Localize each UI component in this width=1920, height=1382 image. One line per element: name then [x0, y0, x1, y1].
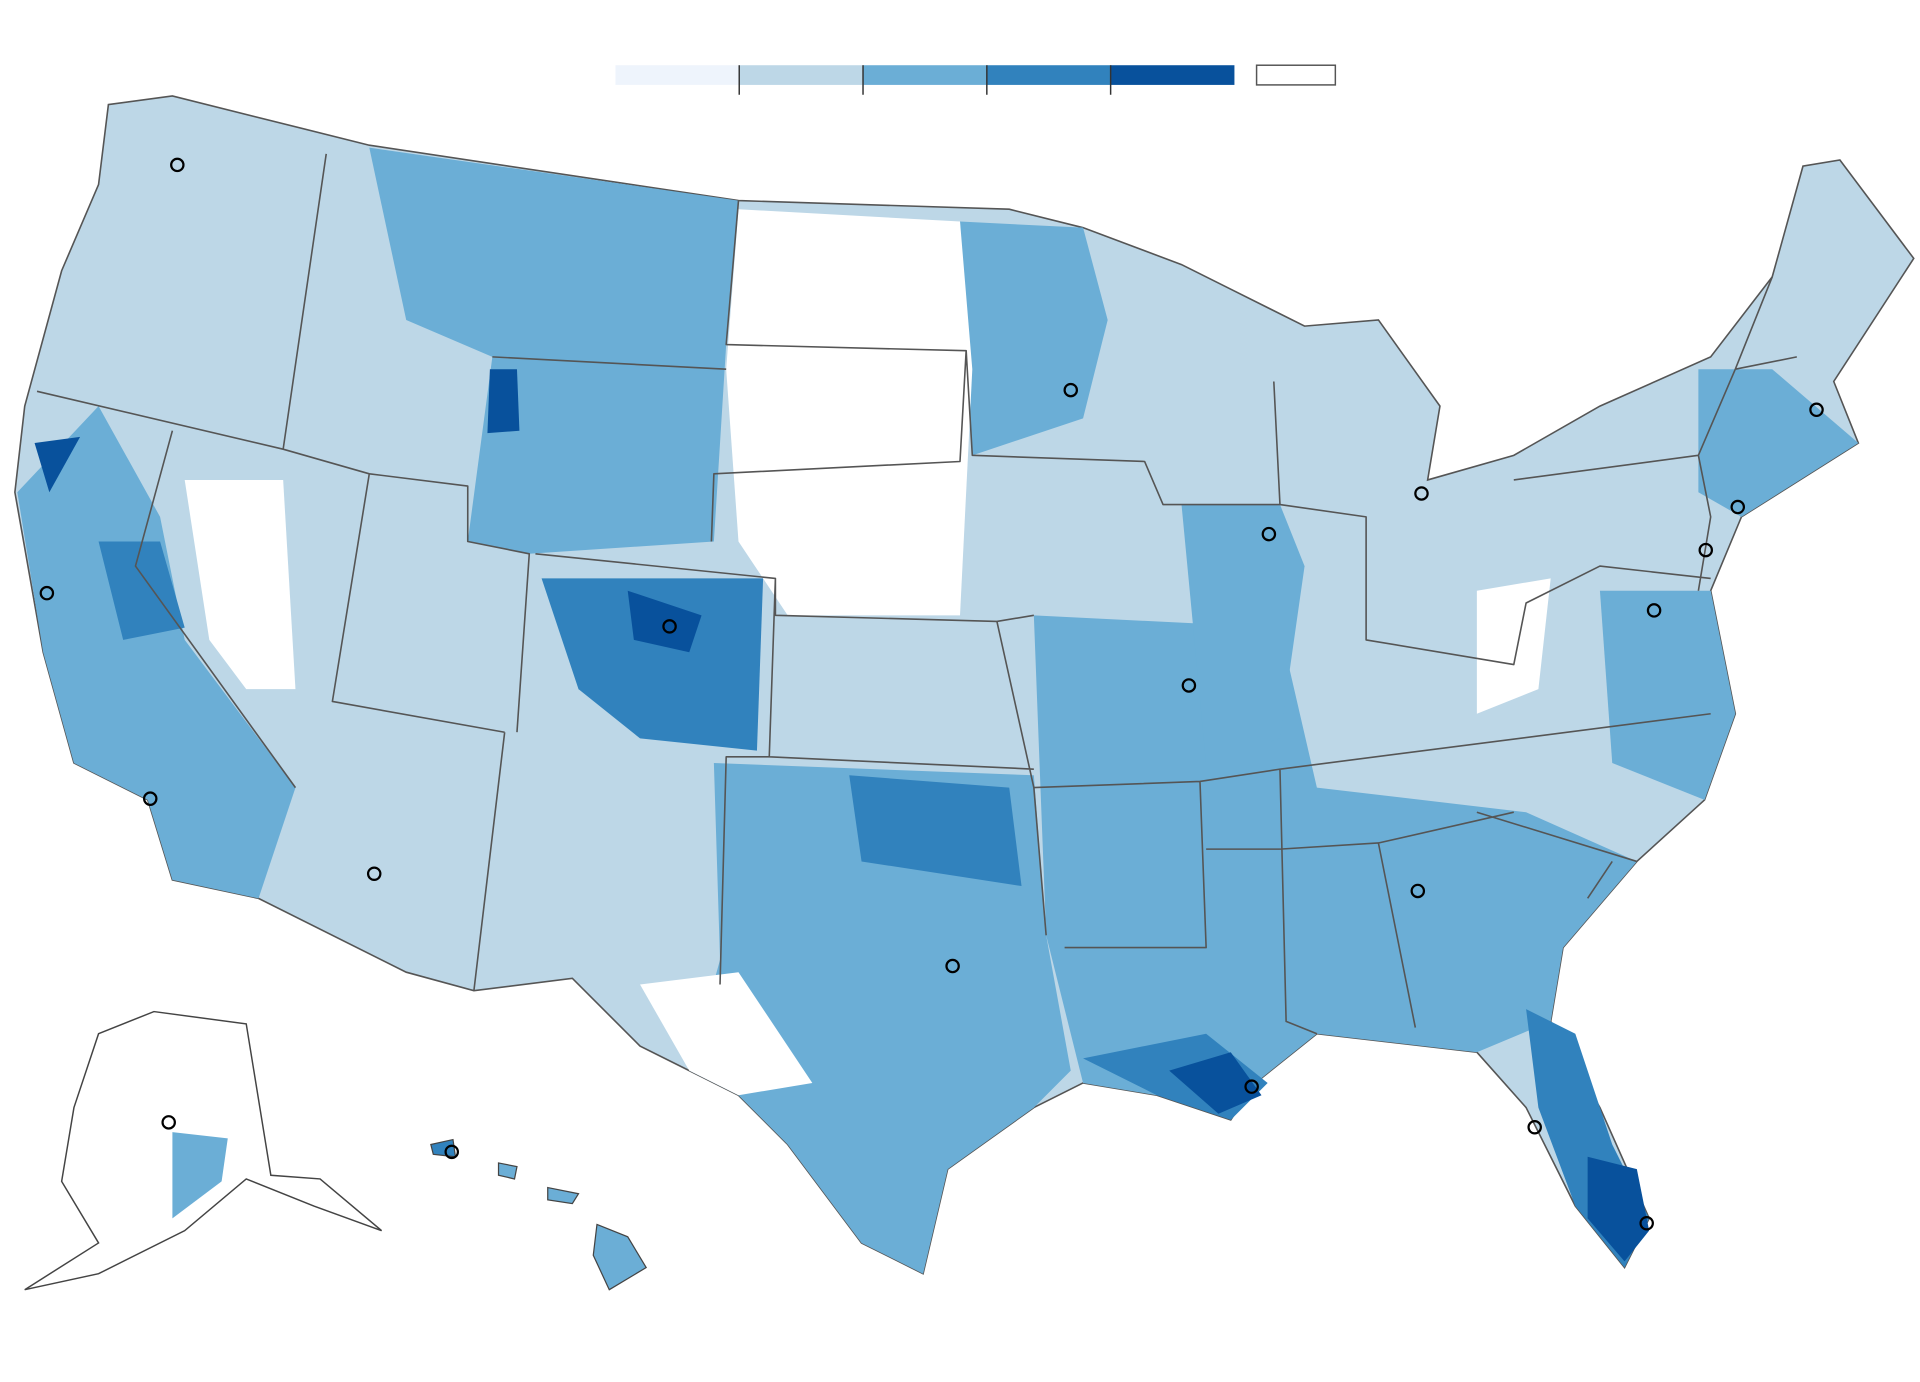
city-marker — [1410, 883, 1426, 899]
city-markers — [39, 157, 1824, 1231]
city-marker — [662, 619, 677, 634]
city-marker — [444, 1144, 460, 1160]
city-marker — [1261, 526, 1277, 542]
city-marker — [1730, 499, 1746, 515]
region-mid — [1698, 369, 1859, 517]
city-marker — [39, 585, 55, 601]
legend-swatch — [1110, 65, 1235, 85]
alaska-shaded — [172, 1132, 228, 1219]
city-marker — [1063, 382, 1079, 398]
region-mid — [689, 762, 1071, 1274]
region-darkest — [487, 369, 520, 434]
legend-swatch — [986, 65, 1111, 85]
region-darkest — [34, 436, 81, 493]
city-marker — [1639, 1215, 1654, 1231]
region-white — [184, 479, 296, 690]
legend-swatch — [739, 65, 864, 85]
city-marker — [366, 866, 382, 882]
region-white — [1476, 578, 1551, 714]
city-marker — [1414, 486, 1429, 501]
region-mid — [1033, 615, 1637, 1096]
region-mid — [17, 406, 296, 899]
city-marker — [1646, 603, 1662, 618]
state-borders — [36, 153, 1797, 1035]
alaska — [24, 1010, 383, 1291]
shaded-regions — [17, 147, 1859, 1274]
city-marker — [1181, 678, 1197, 693]
city-marker — [945, 958, 960, 974]
region-mid — [369, 147, 739, 554]
hawaii-island — [430, 1138, 457, 1158]
state-border — [36, 153, 1797, 1035]
legend-no-data-swatch — [1255, 64, 1337, 86]
city-marker — [1698, 542, 1714, 558]
region-dark — [98, 541, 185, 640]
legend-swatch — [615, 65, 740, 85]
legend — [615, 64, 1337, 95]
hawaii — [430, 1138, 648, 1291]
region-white — [726, 209, 973, 616]
region-darkest — [1169, 1052, 1262, 1114]
city-marker — [161, 1115, 176, 1130]
city-marker — [170, 157, 185, 173]
city-marker — [1244, 1079, 1259, 1094]
city-marker — [142, 791, 158, 806]
region-white — [640, 972, 813, 1096]
legend-swatch — [863, 65, 987, 85]
city-marker — [1809, 402, 1824, 418]
hawaii-island — [497, 1162, 580, 1205]
region-dark — [541, 578, 764, 751]
region-mid — [1599, 590, 1736, 800]
contiguous-us — [14, 95, 1915, 1275]
region-darkest — [1587, 1156, 1650, 1262]
region-mid — [1181, 504, 1305, 763]
city-marker — [1527, 1119, 1542, 1135]
hawaii-island — [592, 1223, 648, 1291]
region-dark — [849, 775, 1022, 887]
